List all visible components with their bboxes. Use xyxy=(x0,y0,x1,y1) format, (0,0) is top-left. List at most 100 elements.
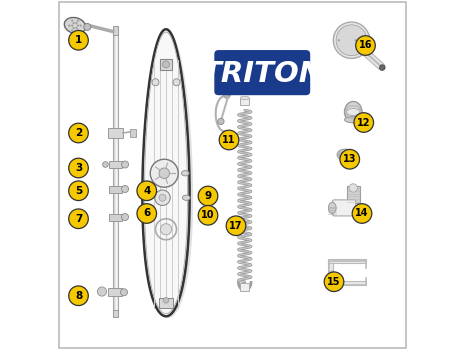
Bar xyxy=(109,186,121,192)
Circle shape xyxy=(75,22,78,24)
Circle shape xyxy=(73,22,75,24)
Text: 7: 7 xyxy=(75,214,82,224)
PathPatch shape xyxy=(142,29,190,316)
Circle shape xyxy=(173,79,180,86)
Circle shape xyxy=(103,162,108,167)
Circle shape xyxy=(162,61,170,68)
Circle shape xyxy=(68,25,71,27)
Circle shape xyxy=(379,65,385,70)
Ellipse shape xyxy=(345,117,362,123)
Circle shape xyxy=(330,271,334,275)
Circle shape xyxy=(121,186,128,192)
Circle shape xyxy=(69,181,88,201)
Circle shape xyxy=(71,29,73,32)
Text: 10: 10 xyxy=(201,210,215,220)
Circle shape xyxy=(75,27,78,29)
Text: 6: 6 xyxy=(143,209,150,218)
Text: 5: 5 xyxy=(75,186,82,196)
Circle shape xyxy=(219,130,239,150)
Ellipse shape xyxy=(339,152,351,158)
Circle shape xyxy=(159,194,166,201)
Text: 12: 12 xyxy=(357,118,371,127)
Circle shape xyxy=(69,158,88,178)
Text: 8: 8 xyxy=(75,291,82,301)
Circle shape xyxy=(97,287,106,296)
Ellipse shape xyxy=(337,149,353,160)
Text: 16: 16 xyxy=(359,41,372,50)
Circle shape xyxy=(150,159,178,187)
Text: 2: 2 xyxy=(75,128,82,138)
Text: 3: 3 xyxy=(75,163,82,173)
Circle shape xyxy=(160,224,172,235)
Text: 17: 17 xyxy=(229,221,243,231)
Text: 9: 9 xyxy=(205,191,212,201)
Circle shape xyxy=(69,123,88,143)
Circle shape xyxy=(69,286,88,306)
Ellipse shape xyxy=(182,195,190,200)
Circle shape xyxy=(120,289,127,296)
PathPatch shape xyxy=(143,31,193,318)
Bar xyxy=(240,283,249,290)
Text: 15: 15 xyxy=(327,277,341,287)
Text: 13: 13 xyxy=(343,154,357,164)
Bar xyxy=(109,161,121,168)
Circle shape xyxy=(77,20,79,22)
Circle shape xyxy=(77,25,79,27)
Circle shape xyxy=(159,168,170,178)
Ellipse shape xyxy=(64,18,86,34)
Circle shape xyxy=(340,149,359,169)
Bar xyxy=(328,260,333,285)
Circle shape xyxy=(121,161,128,168)
Bar xyxy=(107,128,123,138)
Circle shape xyxy=(333,22,370,58)
Text: TRITON: TRITON xyxy=(201,60,323,88)
Circle shape xyxy=(198,205,218,225)
Circle shape xyxy=(137,204,157,223)
Ellipse shape xyxy=(181,171,189,176)
Bar xyxy=(328,259,366,263)
Bar xyxy=(109,214,121,220)
Ellipse shape xyxy=(346,108,360,116)
Circle shape xyxy=(223,91,230,98)
Circle shape xyxy=(356,36,375,55)
Bar xyxy=(159,59,173,70)
Bar xyxy=(113,30,118,313)
Circle shape xyxy=(80,25,82,27)
Circle shape xyxy=(121,214,128,220)
Circle shape xyxy=(218,118,224,125)
Circle shape xyxy=(352,204,372,223)
Bar xyxy=(240,98,249,105)
Bar xyxy=(113,26,118,35)
FancyBboxPatch shape xyxy=(332,200,356,216)
Circle shape xyxy=(84,23,91,30)
Bar xyxy=(130,129,136,137)
Text: 4: 4 xyxy=(143,186,151,196)
Bar xyxy=(159,298,173,308)
Bar xyxy=(347,186,359,203)
Circle shape xyxy=(355,39,357,41)
Ellipse shape xyxy=(345,102,362,122)
Circle shape xyxy=(69,209,88,229)
Circle shape xyxy=(69,30,88,50)
Circle shape xyxy=(363,39,365,41)
Circle shape xyxy=(338,39,340,41)
Circle shape xyxy=(324,272,344,292)
Text: 1: 1 xyxy=(75,35,82,45)
Circle shape xyxy=(71,20,73,22)
Circle shape xyxy=(226,216,246,236)
FancyBboxPatch shape xyxy=(59,2,406,348)
Circle shape xyxy=(359,39,361,41)
Circle shape xyxy=(163,298,169,303)
Ellipse shape xyxy=(240,96,249,100)
Bar xyxy=(328,281,366,285)
Circle shape xyxy=(155,190,170,205)
Circle shape xyxy=(71,25,73,27)
Circle shape xyxy=(349,184,358,192)
Circle shape xyxy=(77,29,79,32)
Circle shape xyxy=(73,27,75,29)
Circle shape xyxy=(152,79,159,86)
Circle shape xyxy=(354,113,373,132)
Bar xyxy=(108,288,122,296)
Ellipse shape xyxy=(328,202,336,214)
Text: 11: 11 xyxy=(222,135,236,145)
